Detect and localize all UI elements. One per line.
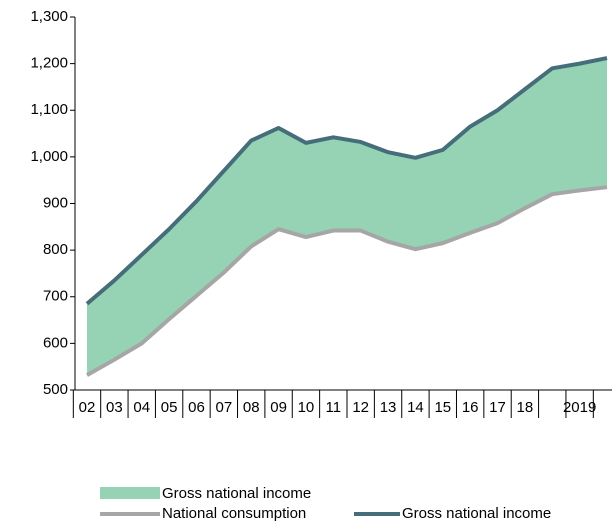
x-tick-label: 12 [352, 399, 369, 416]
x-tick-label: 18 [517, 399, 534, 416]
x-tick-label: 10 [298, 399, 315, 416]
legend-swatch [100, 487, 160, 499]
y-tick-label: 500 [43, 381, 68, 398]
x-tick-label: 06 [188, 399, 205, 416]
area [87, 58, 607, 376]
y-tick-label: 600 [43, 334, 68, 351]
line [86, 185, 608, 377]
x-tick-label: 15 [434, 399, 451, 416]
legend-label: National consumption [162, 505, 306, 522]
x-tick-label: 05 [161, 399, 178, 416]
y-tick-label: 1,100 [30, 101, 68, 118]
legend-label: Gross national income [402, 505, 551, 522]
x-tick-label: 09 [270, 399, 287, 416]
x-tick-label: 07 [215, 399, 232, 416]
legend-label: Gross national income [162, 485, 311, 502]
x-tick-label: 02 [79, 399, 96, 416]
y-tick-label: 1,300 [30, 8, 68, 25]
x-tick-label: 03 [106, 399, 123, 416]
x-tick-label: 08 [243, 399, 260, 416]
x-tick-label: 11 [326, 399, 342, 416]
x-tick-label: 04 [133, 399, 150, 416]
x-tick-label: 13 [380, 399, 397, 416]
x-tick-label: 2019 [563, 399, 596, 416]
line [85, 56, 608, 306]
x-tick-label: 14 [407, 399, 424, 416]
y-tick-label: 700 [43, 288, 68, 305]
x-tick-label: 16 [462, 399, 479, 416]
y-tick-label: 900 [43, 194, 68, 211]
x-tick-label: 17 [489, 399, 506, 416]
y-tick-label: 1,200 [30, 55, 68, 72]
y-tick-label: 1,000 [30, 148, 68, 165]
y-tick-label: 800 [43, 241, 68, 258]
